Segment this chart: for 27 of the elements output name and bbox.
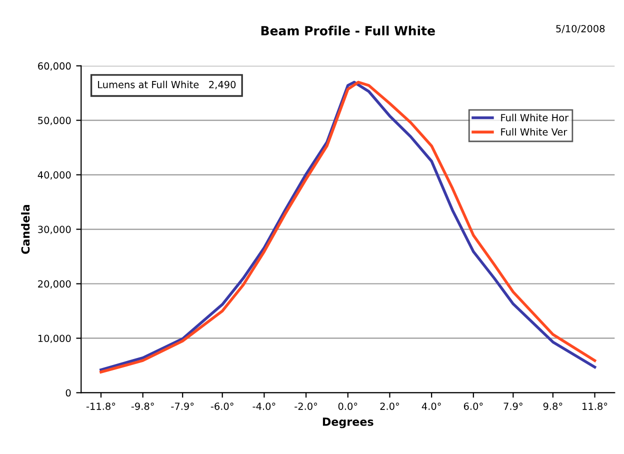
x-tick-label: 0.0° xyxy=(338,402,358,410)
x-tick-label: -6.0° xyxy=(210,402,234,410)
x-tick-label: 6.0° xyxy=(464,402,483,410)
y-axis-title: Candela xyxy=(21,204,30,254)
annotation: Lumens at Full White 2,490 xyxy=(98,80,236,90)
x-tick-label: -4.0° xyxy=(252,402,276,410)
x-tick-label: 4.0° xyxy=(422,402,441,410)
text: 5/10/2008 xyxy=(556,24,605,34)
legend-label: Full White Ver xyxy=(501,128,568,136)
x-tick-label: -11.8° xyxy=(86,402,116,410)
x-axis-title: Degrees xyxy=(322,418,374,428)
x-tick-label: -7.9° xyxy=(171,402,194,410)
y-tick-label: 10,000 xyxy=(38,334,71,344)
y-tick-label: 60,000 xyxy=(38,62,71,71)
x-tick-label: 7.9° xyxy=(504,402,522,410)
y-tick-label: 30,000 xyxy=(38,226,71,234)
y-tick-label: 20,000 xyxy=(38,280,71,289)
x-tick-label: -9.8° xyxy=(131,402,154,410)
x-tick-label: 11.8° xyxy=(582,402,608,410)
legend-label: Full White Hor xyxy=(501,114,569,122)
x-tick-label: 2.0° xyxy=(380,402,399,410)
x-tick-label: -2.0° xyxy=(294,402,318,410)
y-tick-label: 0 xyxy=(66,389,71,397)
y-tick-label: 50,000 xyxy=(38,116,71,126)
x-tick-label: 9.8° xyxy=(543,402,562,410)
chart-title: Beam Profile - Full White xyxy=(261,26,435,36)
y-tick-label: 40,000 xyxy=(38,171,71,180)
